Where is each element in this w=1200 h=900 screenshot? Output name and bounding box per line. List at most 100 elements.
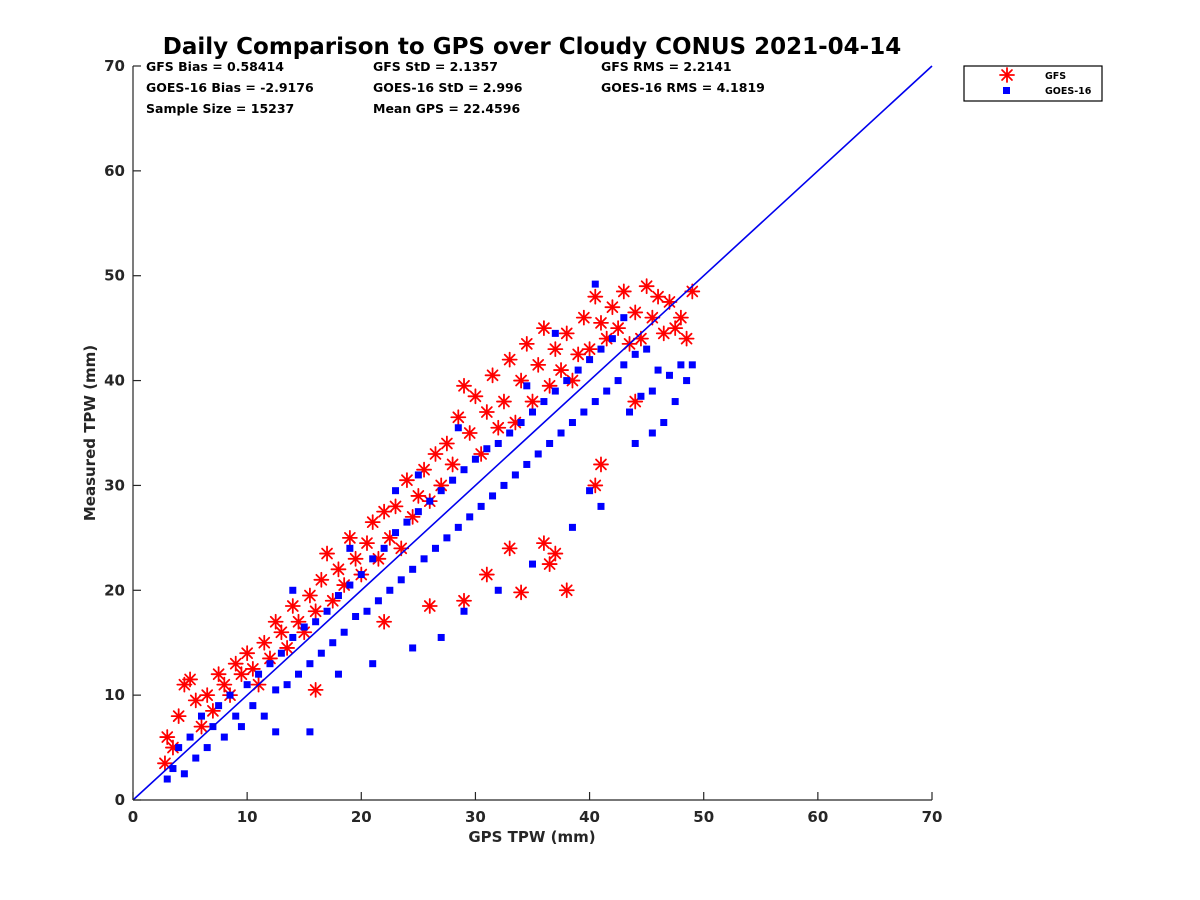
goes16-series [163,280,696,783]
gfs-point [501,351,518,368]
goes16-point [626,408,634,416]
goes16-point [306,660,314,668]
goes16-point [203,744,211,752]
gfs-point [530,356,547,373]
goes16-point [260,712,268,720]
x-tick-label: 40 [579,808,600,826]
x-tick-label: 70 [922,808,943,826]
stats-annotation: GFS Bias = 0.58414 GFS StD = 2.1357 GFS … [146,59,765,116]
goes16-point [494,586,502,594]
goes16-point [306,728,314,736]
gfs-point [570,346,587,363]
gfs-point [376,503,393,520]
gfs-point [341,529,358,546]
goes16-point [437,487,445,495]
stat-gfs-bias: GFS Bias = 0.58414 [146,59,284,74]
goes16-point [460,466,468,474]
legend-gfs-marker [999,67,1015,83]
gfs-point [313,571,330,588]
goes16-point [551,329,559,337]
goes16-point [506,429,514,437]
gfs-point [239,645,256,662]
goes16-point [511,471,519,479]
goes16-point [523,460,531,468]
gfs-point [244,661,261,677]
x-ticks: 0 10 20 30 40 50 60 70 [128,792,943,826]
goes16-point [597,502,605,510]
goes16-point [243,681,251,689]
gfs-point [541,377,558,394]
goes16-point [454,523,462,531]
gfs-point [558,582,575,599]
axes [132,66,932,801]
goes16-point [334,670,342,678]
goes16-point [586,356,594,364]
goes16-point [163,775,171,783]
gfs-point [536,535,552,551]
gfs-point [553,362,569,378]
gfs-point [399,472,415,489]
gfs-point [450,409,467,426]
goes16-point [665,371,673,379]
y-tick-label: 30 [104,476,125,494]
gfs-point [604,299,621,316]
goes16-point [380,544,388,552]
goes16-point [660,419,668,427]
goes16-point [603,387,611,395]
gfs-point [307,603,324,620]
goes16-point [671,398,679,406]
stat-goes-bias: GOES-16 Bias = -2.9176 [146,80,314,95]
goes16-point [489,492,497,500]
gfs-point [536,320,552,337]
goes16-point [232,712,240,720]
legend-goes16-label: GOES-16 [1045,86,1092,97]
stat-mean-gps: Mean GPS = 22.4596 [373,101,520,116]
goes16-point [597,345,605,353]
goes16-point [443,534,451,542]
goes16-point [295,670,303,678]
goes16-point [334,592,342,600]
goes16-point [620,314,628,322]
goes16-point [688,361,696,369]
gfs-point [496,393,512,410]
goes16-point [397,576,405,584]
goes16-point [369,555,377,563]
goes16-point [454,424,462,432]
y-tick-label: 0 [115,791,125,809]
gfs-point [170,708,187,725]
gfs-point [558,325,575,342]
gfs-point [359,535,375,551]
goes16-point [643,345,651,353]
gfs-point [227,655,244,672]
gfs-point [524,393,541,410]
goes16-point [534,450,542,458]
gfs-point [438,435,455,452]
gfs-point [615,283,632,300]
one-to-one-line [132,65,933,801]
gfs-point [627,304,644,321]
stat-sample-size: Sample Size = 15237 [146,101,294,116]
goes16-point [563,377,571,385]
goes16-point [289,633,297,641]
x-tick-label: 60 [807,808,828,826]
goes16-point [249,702,257,710]
gfs-point [284,598,301,614]
gfs-point [427,446,444,462]
gfs-point [587,288,604,305]
goes16-point [420,555,428,563]
goes16-point [574,366,582,374]
goes16-point [654,366,662,374]
stat-goes-std: GOES-16 StD = 2.996 [373,80,523,95]
goes16-point [648,429,656,437]
x-axis-label: GPS TPW (mm) [468,828,595,846]
goes16-point [568,419,576,427]
gfs-point [610,320,627,337]
goes16-point [386,586,394,594]
y-axis-label: Measured TPW (mm) [81,345,99,521]
gfs-point [581,341,598,358]
goes16-point [392,487,400,495]
legend-goes16-marker [1003,87,1010,94]
gfs-point [490,419,507,436]
gfs-point [421,598,438,614]
